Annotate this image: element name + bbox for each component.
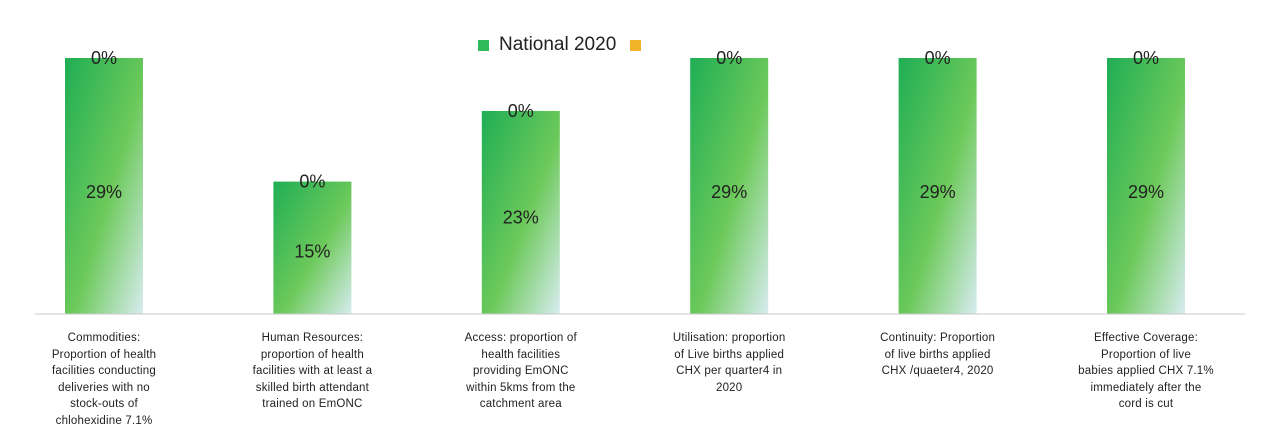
legend: National 2020 bbox=[478, 34, 665, 56]
category-label-line: providing EmONC bbox=[472, 365, 569, 377]
value-label-comparison-4: 0% bbox=[716, 48, 742, 68]
category-label-line: facilities conducting bbox=[52, 365, 156, 377]
category-label-line: cord is cut bbox=[1118, 398, 1174, 410]
value-label-comparison-1: 0% bbox=[91, 48, 117, 68]
value-label-comparison-2: 0% bbox=[299, 172, 325, 192]
value-label-national-3: 23% bbox=[503, 208, 539, 228]
category-label-line: skilled birth attendant bbox=[255, 381, 370, 394]
category-label-line: trained on EmONC bbox=[262, 398, 363, 410]
category-label-line: Access: proportion of bbox=[464, 332, 577, 344]
category-label-line: proportion of health bbox=[260, 348, 364, 361]
category-label-line: deliveries with no bbox=[58, 381, 150, 394]
legend-swatch-comparison bbox=[630, 39, 642, 51]
category-label-line: Proportion of health bbox=[51, 348, 157, 361]
bar-national-4 bbox=[690, 58, 769, 314]
category-label-line: Human Resources: bbox=[261, 332, 364, 344]
category-label-line: Continuity: Proportion bbox=[880, 332, 996, 344]
category-label-line: Utilisation: proportion bbox=[672, 332, 786, 344]
legend-label-national: National 2020 bbox=[499, 34, 617, 55]
category-label-line: 2020 bbox=[715, 381, 743, 394]
category-label-line: immediately after the bbox=[1090, 381, 1202, 394]
category-label-line: Effective Coverage: bbox=[1094, 332, 1198, 344]
category-label-line: Commodities: bbox=[67, 332, 141, 344]
category-label-3: Access: proportion of health facilities pr… bbox=[436, 330, 606, 413]
category-label-line: CHX per quarter4 in bbox=[676, 365, 783, 377]
category-label-6: Effective Coverage: Proportion of live bab… bbox=[1061, 330, 1231, 413]
category-label-4: Utilisation: proportion of Live births ap… bbox=[644, 330, 814, 396]
category-label-5: Continuity: Proportion of live births app… bbox=[853, 330, 1023, 380]
bar-national-2 bbox=[273, 181, 352, 314]
legend-item-national: National 2020 bbox=[478, 34, 616, 56]
value-label-comparison-5: 0% bbox=[925, 48, 951, 68]
category-label-line: of live births applied bbox=[884, 348, 991, 361]
value-label-national-5: 29% bbox=[920, 182, 956, 202]
category-label-line: chlohexidine 7.1% bbox=[55, 414, 153, 427]
value-label-comparison-6: 0% bbox=[1133, 48, 1159, 68]
category-label-line: stock-outs of bbox=[70, 398, 138, 410]
category-label-2: Human Resources: proportion of health faci… bbox=[227, 330, 397, 413]
category-label-line: CHX /quaeter4, 2020 bbox=[881, 365, 994, 377]
value-label-national-6: 29% bbox=[1128, 182, 1164, 202]
value-label-comparison-3: 0% bbox=[508, 101, 534, 121]
category-label-line: catchment area bbox=[479, 398, 562, 410]
bar-national-5 bbox=[898, 58, 977, 314]
category-label-line: health facilities bbox=[481, 348, 561, 361]
category-label-line: facilities with at least a bbox=[252, 365, 373, 377]
legend-item-comparison bbox=[630, 39, 651, 51]
bar-national-6 bbox=[1107, 58, 1185, 314]
category-label-1: Commodities: Proportion of health faciliti… bbox=[19, 330, 189, 429]
value-label-national-4: 29% bbox=[711, 182, 747, 202]
legend-swatch-national bbox=[478, 39, 489, 51]
bar-national-1 bbox=[65, 58, 143, 314]
category-label-line: within 5kms from the bbox=[466, 381, 576, 394]
value-label-national-1: 29% bbox=[86, 182, 122, 202]
value-label-national-2: 15% bbox=[294, 241, 330, 261]
category-label-line: babies applied CHX 7.1% bbox=[1078, 365, 1214, 377]
category-label-line: Proportion of live bbox=[1101, 348, 1191, 361]
bar-national-3 bbox=[481, 110, 560, 314]
category-label-line: of Live births applied bbox=[674, 348, 785, 361]
